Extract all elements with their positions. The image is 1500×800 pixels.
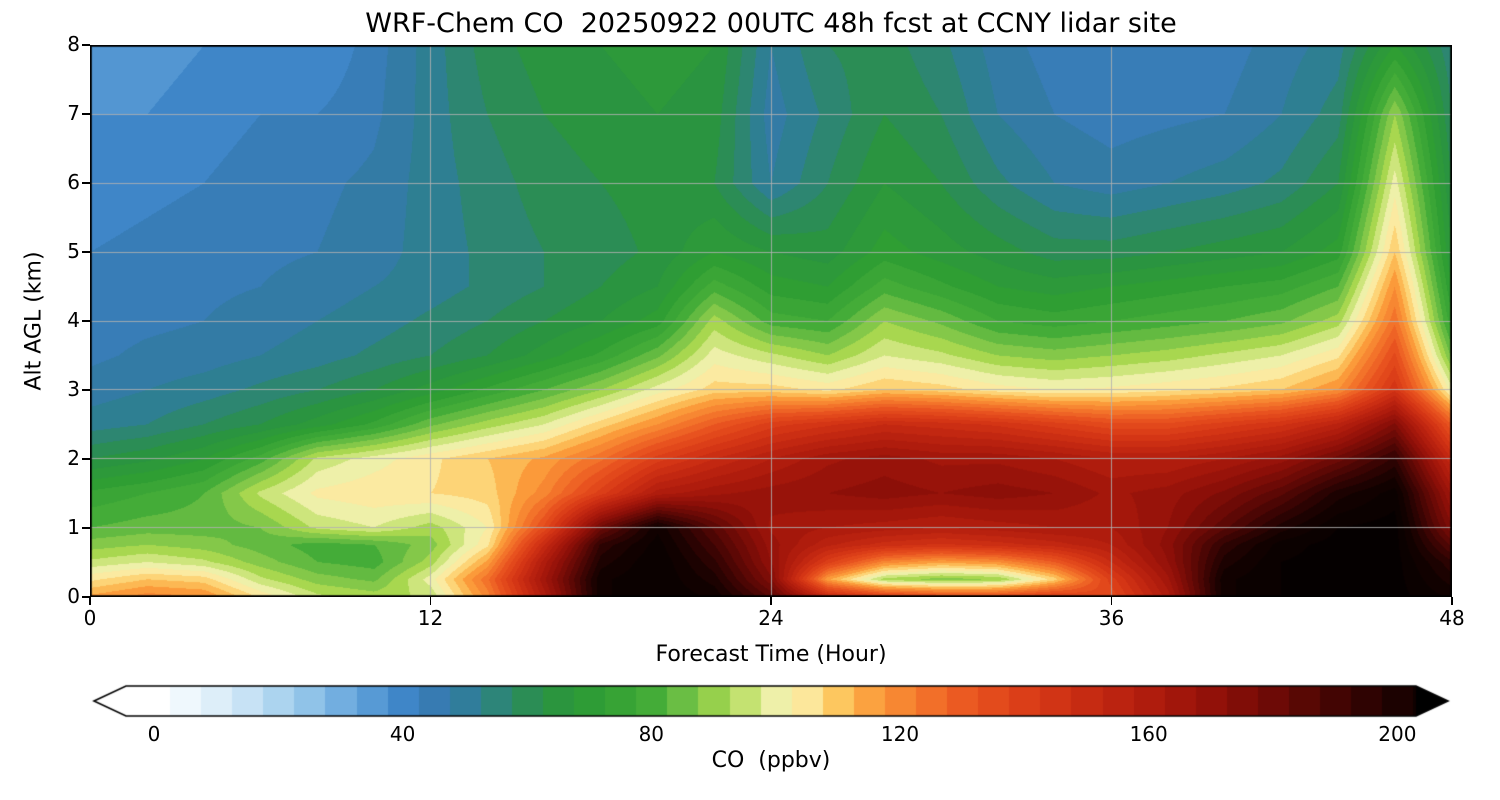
y-tick-mark — [82, 320, 90, 322]
colorbar-canvas — [90, 684, 1452, 718]
x-tick-mark — [1451, 597, 1453, 605]
y-tick-mark — [82, 596, 90, 598]
y-tick-mark — [82, 113, 90, 115]
y-tick-mark — [82, 182, 90, 184]
x-tick-mark — [429, 597, 432, 605]
y-tick-label: 7 — [67, 101, 80, 125]
x-axis-label: Forecast Time (Hour) — [655, 642, 887, 667]
x-tick-mark — [770, 597, 772, 605]
y-tick-label: 3 — [67, 377, 80, 401]
colorbar-tick-label: 160 — [1129, 722, 1168, 746]
chart-title: WRF-Chem CO 20250922 00UTC 48h fcst at C… — [365, 8, 1177, 39]
colorbar-label: CO (ppbv) — [711, 748, 831, 773]
colorbar-tick-label: 120 — [880, 722, 920, 746]
y-tick-mark — [82, 527, 90, 529]
x-tick-label: 24 — [758, 606, 784, 630]
y-tick-label: 8 — [67, 32, 80, 56]
y-tick-mark — [82, 44, 90, 46]
y-tick-label: 4 — [67, 308, 80, 332]
y-tick-mark — [82, 458, 90, 460]
x-tick-label: 48 — [1439, 606, 1465, 630]
y-tick-label: 6 — [67, 170, 80, 194]
x-tick-label: 12 — [417, 606, 444, 630]
x-tick-mark — [1110, 597, 1113, 605]
colorbar-tick-label: 200 — [1378, 722, 1417, 746]
y-tick-label: 0 — [67, 584, 80, 608]
y-tick-mark — [82, 389, 90, 391]
colorbar-tick-label: 80 — [638, 722, 665, 746]
heatmap-canvas — [90, 45, 1452, 597]
x-tick-mark — [89, 597, 91, 605]
colorbar-tick-label: 0 — [147, 722, 161, 746]
y-tick-label: 1 — [67, 515, 80, 539]
y-tick-mark — [82, 251, 90, 253]
y-tick-label: 2 — [67, 446, 80, 470]
x-tick-label: 0 — [83, 606, 97, 630]
y-tick-label: 5 — [67, 239, 80, 263]
x-tick-label: 36 — [1098, 606, 1125, 630]
colorbar-tick-label: 40 — [389, 722, 416, 746]
